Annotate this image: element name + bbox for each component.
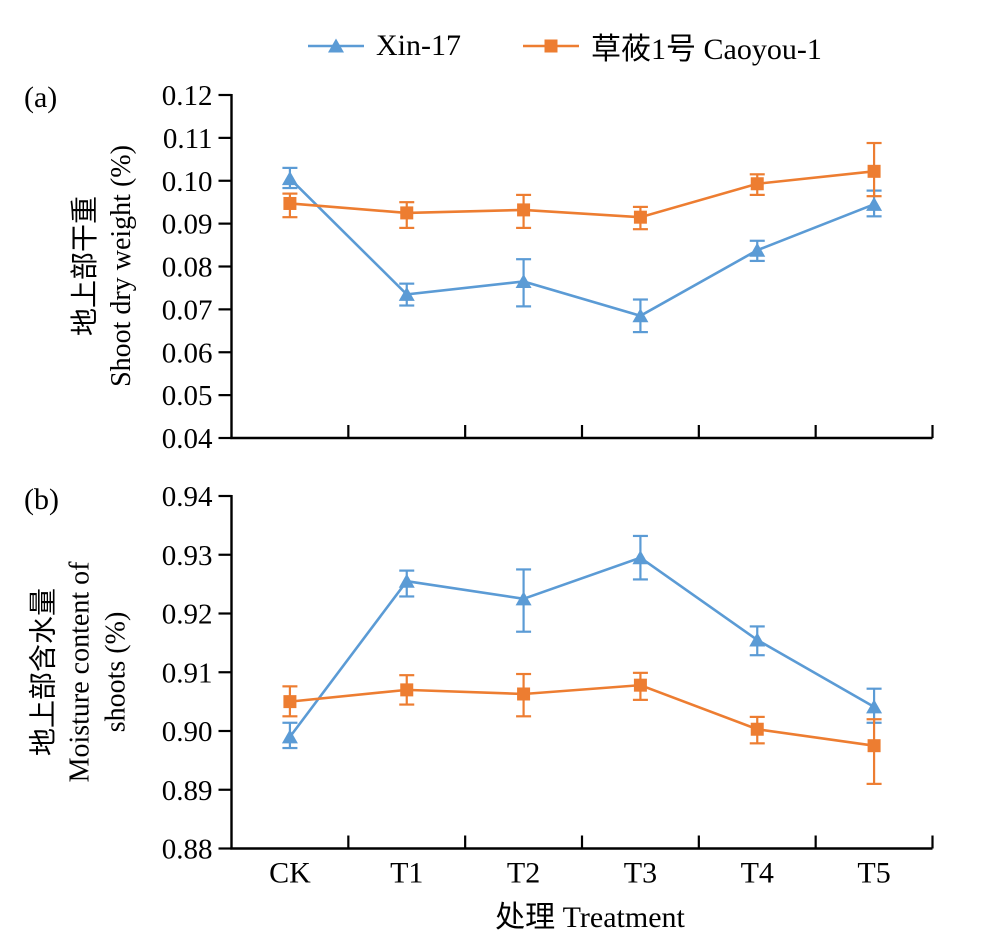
chart-legend: Xin-17 草莜1号 Caoyou-1 (308, 24, 822, 68)
y-tick-label: 0.90 (162, 716, 213, 748)
marker-square-icon (283, 196, 297, 210)
series-caoyou1 (282, 141, 882, 231)
panel-b-y-axis-title: 地上部含水量 Moisture content of shoots (%) (26, 562, 133, 783)
marker-triangle-icon (281, 171, 298, 186)
marker-triangle-icon (866, 196, 883, 211)
y-tick-label: 0.05 (162, 380, 213, 412)
marker-square-icon (633, 678, 647, 692)
marker-square-icon (400, 206, 414, 220)
panel-b-y-axis-title-en-line2: shoots (%) (99, 611, 131, 733)
y-tick-label: 0.06 (162, 337, 213, 369)
legend-square-icon (544, 39, 558, 53)
y-tick-label: 0.07 (162, 294, 213, 326)
y-tick-label: 0.93 (162, 540, 213, 572)
x-tick-label: T4 (741, 857, 774, 890)
marker-triangle-icon (515, 591, 532, 606)
marker-triangle-icon (515, 274, 532, 289)
panel-b-y-axis-title-en-line1: Moisture content of (64, 561, 96, 783)
marker-square-icon (750, 177, 764, 191)
legend-item-xin17: Xin-17 (308, 29, 461, 63)
x-tick-label: T1 (390, 857, 423, 890)
marker-triangle-icon (866, 699, 883, 714)
panel-a: 0.12 0.11 0.10 0.09 0.08 0.07 0.06 0.05 0.04 (162, 80, 934, 455)
marker-triangle-icon (398, 573, 415, 588)
y-tick-label: 0.08 (162, 252, 213, 284)
marker-square-icon (283, 695, 297, 709)
series-xin17 (281, 534, 883, 750)
series-caoyou1 (282, 671, 882, 785)
series-xin17 (281, 166, 883, 334)
y-tick-label: 0.91 (162, 657, 213, 689)
marker-square-icon (867, 739, 881, 753)
legend-label-xin17: Xin-17 (376, 29, 461, 62)
y-tick-label: 0.09 (162, 209, 213, 241)
marker-square-icon (517, 203, 531, 217)
y-tick-label: 0.92 (162, 599, 213, 631)
legend-caoyou1-square-icon (523, 39, 579, 53)
y-tick-label: 0.12 (162, 80, 213, 112)
x-tick-label: T3 (624, 857, 657, 890)
y-tick-label: 0.94 (162, 481, 213, 513)
series-line (288, 556, 875, 738)
marker-square-icon (750, 722, 764, 736)
x-tick-label: CK (269, 857, 311, 890)
marker-triangle-icon (281, 729, 298, 744)
marker-triangle-icon (749, 242, 766, 257)
panel-b-label: (b) (24, 483, 59, 516)
y-tick-label: 0.04 (162, 423, 213, 455)
marker-triangle-icon (749, 632, 766, 647)
marker-square-icon (517, 687, 531, 701)
legend-item-caoyou1: 草莜1号 Caoyou-1 (523, 24, 822, 68)
y-tick-label: 0.89 (162, 775, 213, 807)
legend-triangle-icon (328, 38, 344, 53)
marker-square-icon (867, 164, 881, 178)
marker-triangle-icon (398, 286, 415, 301)
panel-a-y-axis-title-zh: 地上部干重 (70, 195, 102, 337)
panel-b: 0.94 0.93 0.92 0.91 0.90 0.89 0.88 CK T1 T2 T3 T4 T5 (162, 481, 934, 890)
y-tick-label: 0.11 (163, 123, 213, 155)
marker-triangle-icon (632, 308, 649, 323)
series-line (289, 683, 875, 747)
x-tick-label: T5 (857, 857, 890, 890)
marker-square-icon (400, 683, 414, 697)
panel-a-y-axis-title-en: Shoot dry weight (%) (106, 145, 137, 387)
series-line (289, 170, 875, 219)
y-tick-label: 0.10 (162, 166, 213, 198)
panel-a-label: (a) (24, 81, 58, 114)
legend-xin17-triangle-icon (308, 38, 364, 53)
panel-a-y-axis-title: 地上部干重 Shoot dry weight (%) (68, 145, 140, 387)
panel-b-y-axis-title-zh: 地上部含水量 (28, 588, 60, 757)
x-axis-title: 处理 Treatment (495, 901, 685, 934)
marker-square-icon (633, 210, 647, 224)
series-line (289, 177, 875, 318)
x-tick-label: T2 (507, 857, 540, 890)
y-tick-label: 0.88 (162, 834, 213, 866)
marker-triangle-icon (632, 550, 649, 565)
legend-label-caoyou1: 草莜1号 Caoyou-1 (591, 33, 822, 66)
